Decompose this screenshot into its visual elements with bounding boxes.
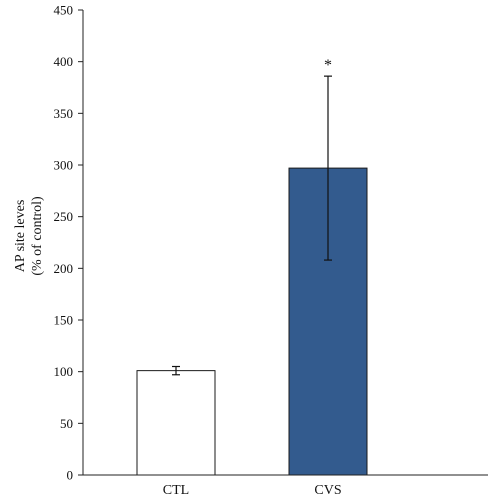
x-category-label: CVS xyxy=(314,483,341,498)
y-tick-label: 0 xyxy=(67,468,74,483)
bars xyxy=(136,167,368,476)
y-tick-label: 250 xyxy=(54,209,74,224)
bar-ctl xyxy=(136,370,216,476)
significance-marker: * xyxy=(324,57,332,74)
y-axis-label-line2: (% of control) xyxy=(30,196,45,276)
y-axis-label: AP site leves (% of control) xyxy=(13,196,45,276)
y-tick-label: 350 xyxy=(54,106,74,121)
y-tick-label: 450 xyxy=(54,3,74,18)
y-tick-label: 150 xyxy=(54,313,74,328)
y-tick-label: 400 xyxy=(54,54,74,69)
y-tick-label: 200 xyxy=(54,261,74,276)
y-tick-label: 100 xyxy=(54,364,74,379)
y-axis-ticks: 0 50 100 150 200 250 300 350 400 450 xyxy=(54,3,83,483)
y-tick-label: 50 xyxy=(60,416,73,431)
error-bar-cvs xyxy=(324,75,332,261)
y-tick-label: 300 xyxy=(54,158,74,173)
category-labels: CTL CVS xyxy=(163,483,342,498)
error-bar-ctl xyxy=(172,365,180,376)
y-axis-label-line1: AP site leves xyxy=(13,200,28,273)
x-category-label: CTL xyxy=(163,483,189,498)
error-bars: * xyxy=(172,57,332,376)
